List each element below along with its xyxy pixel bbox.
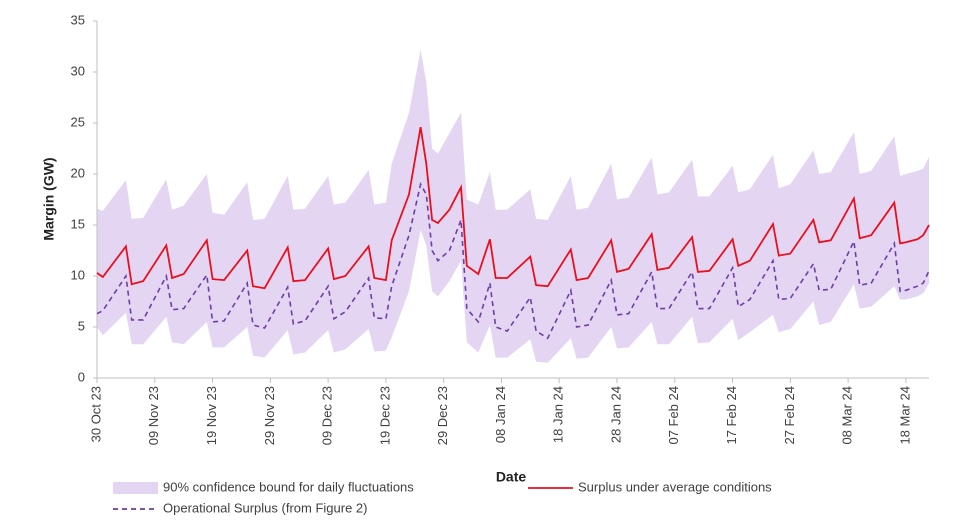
dashed-line (96, 181, 930, 340)
x-tick-label: 07 Feb 24 (666, 386, 681, 445)
x-tick-label: 09 Dec 23 (320, 386, 335, 445)
y-tick-label: 30 (71, 63, 85, 78)
legend-swatch (113, 482, 158, 494)
y-tick-label: 15 (71, 216, 85, 231)
x-tick-label: 08 Mar 24 (840, 386, 855, 445)
x-tick-label: 19 Nov 23 (204, 386, 219, 445)
legend-label: Surplus under average conditions (578, 479, 772, 494)
x-tick-label: 18 Jan 24 (551, 386, 566, 443)
legend-label: Operational Surplus (from Figure 2) (163, 500, 367, 515)
y-tick-label: 25 (71, 114, 85, 129)
legend-label: 90% confidence bound for daily fluctuati… (163, 479, 414, 494)
y-tick-label: 10 (71, 267, 85, 282)
confidence-band (97, 49, 929, 363)
x-tick-label: 09 Nov 23 (146, 386, 161, 445)
line (96, 126, 930, 290)
y-axis-title: Margin (GW) (41, 157, 57, 240)
x-tick-label: 29 Dec 23 (435, 386, 450, 445)
y-tick-label: 35 (71, 12, 85, 27)
y-tick-label: 20 (71, 165, 85, 180)
x-tick-label: 29 Nov 23 (262, 386, 277, 445)
x-axis-title: Date (496, 469, 527, 485)
x-tick-label: 30 Oct 23 (88, 386, 103, 442)
x-tick-label: 27 Feb 24 (782, 386, 797, 445)
y-tick-label: 0 (78, 369, 85, 384)
x-tick-label: 28 Jan 24 (608, 386, 623, 443)
x-tick-label: 08 Jan 24 (493, 386, 508, 443)
x-tick-label: 17 Feb 24 (724, 386, 739, 445)
y-tick-label: 5 (78, 318, 85, 333)
x-tick-label: 18 Mar 24 (897, 386, 912, 445)
x-tick-label: 19 Dec 23 (377, 386, 392, 445)
